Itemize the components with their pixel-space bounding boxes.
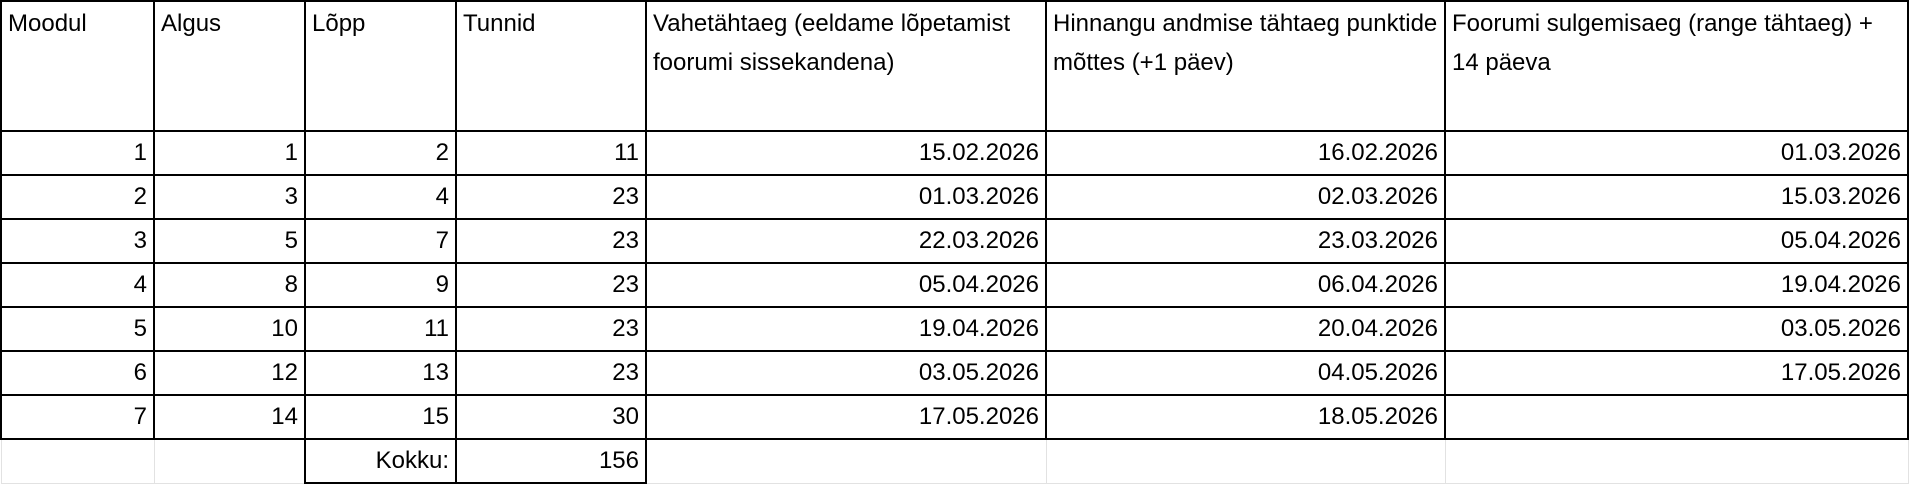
table-row: 5 10 11 23 19.04.2026 20.04.2026 03.05.2026 bbox=[0, 306, 1909, 352]
table-cell[interactable]: 23 bbox=[455, 306, 647, 352]
table-cell[interactable]: 03.05.2026 bbox=[645, 350, 1047, 396]
table-cell[interactable]: 13 bbox=[304, 350, 457, 396]
table-cell[interactable]: 11 bbox=[304, 306, 457, 352]
table-row: 7 14 15 30 17.05.2026 18.05.2026 bbox=[0, 394, 1909, 440]
table-cell[interactable]: 15.02.2026 bbox=[645, 130, 1047, 176]
table-cell[interactable]: 5 bbox=[153, 218, 306, 264]
header-cell-tunnid[interactable]: Tunnid bbox=[455, 0, 647, 132]
empty-cell[interactable] bbox=[1045, 438, 1446, 484]
table-cell[interactable]: 06.04.2026 bbox=[1045, 262, 1446, 308]
table-cell[interactable]: 02.03.2026 bbox=[1045, 174, 1446, 220]
table-cell[interactable]: 6 bbox=[0, 350, 155, 396]
empty-cell[interactable] bbox=[153, 438, 306, 484]
table-row: 3 5 7 23 22.03.2026 23.03.2026 05.04.2026 bbox=[0, 218, 1909, 264]
table-row: 2 3 4 23 01.03.2026 02.03.2026 15.03.2026 bbox=[0, 174, 1909, 220]
empty-cell[interactable] bbox=[645, 438, 1047, 484]
header-cell-hinnangu-tahtaeg[interactable]: Hinnangu andmise tähtaeg punktide mõttes… bbox=[1045, 0, 1446, 132]
table-cell[interactable]: 04.05.2026 bbox=[1045, 350, 1446, 396]
table-cell[interactable]: 20.04.2026 bbox=[1045, 306, 1446, 352]
table-cell[interactable]: 01.03.2026 bbox=[1444, 130, 1909, 176]
table-cell[interactable]: 05.04.2026 bbox=[1444, 218, 1909, 264]
table-cell[interactable]: 7 bbox=[304, 218, 457, 264]
table-cell[interactable]: 16.02.2026 bbox=[1045, 130, 1446, 176]
table-cell[interactable]: 17.05.2026 bbox=[1444, 350, 1909, 396]
total-label[interactable]: Kokku: bbox=[304, 438, 457, 484]
header-cell-vahetahtaeg[interactable]: Vahetähtaeg (eeldame lõpetamist foorumi … bbox=[645, 0, 1047, 132]
table-cell[interactable]: 2 bbox=[0, 174, 155, 220]
table-cell[interactable]: 12 bbox=[153, 350, 306, 396]
table-cell[interactable]: 23.03.2026 bbox=[1045, 218, 1446, 264]
table-cell[interactable] bbox=[1444, 394, 1909, 440]
table-cell[interactable]: 22.03.2026 bbox=[645, 218, 1047, 264]
table-cell[interactable]: 5 bbox=[0, 306, 155, 352]
empty-cell[interactable] bbox=[0, 438, 155, 484]
table-cell[interactable]: 8 bbox=[153, 262, 306, 308]
table-cell[interactable]: 7 bbox=[0, 394, 155, 440]
header-cell-foorumi-sulgemisaeg[interactable]: Foorumi sulgemisaeg (range tähtaeg) + 14… bbox=[1444, 0, 1909, 132]
table-cell[interactable]: 4 bbox=[304, 174, 457, 220]
table-cell[interactable]: 18.05.2026 bbox=[1045, 394, 1446, 440]
table-row: 4 8 9 23 05.04.2026 06.04.2026 19.04.2026 bbox=[0, 262, 1909, 308]
table-cell[interactable]: 19.04.2026 bbox=[645, 306, 1047, 352]
table-cell[interactable]: 9 bbox=[304, 262, 457, 308]
table-cell[interactable]: 23 bbox=[455, 218, 647, 264]
table-cell[interactable]: 14 bbox=[153, 394, 306, 440]
header-cell-moodul[interactable]: Moodul bbox=[0, 0, 155, 132]
table-cell[interactable]: 1 bbox=[153, 130, 306, 176]
table-row: 6 12 13 23 03.05.2026 04.05.2026 17.05.2026 bbox=[0, 350, 1909, 396]
table-row: 1 1 2 11 15.02.2026 16.02.2026 01.03.2026 bbox=[0, 130, 1909, 176]
total-row: Kokku: 156 bbox=[0, 438, 1909, 484]
table-cell[interactable]: 15 bbox=[304, 394, 457, 440]
table-cell[interactable]: 30 bbox=[455, 394, 647, 440]
header-cell-lopp[interactable]: Lõpp bbox=[304, 0, 457, 132]
table-cell[interactable]: 23 bbox=[455, 262, 647, 308]
table-cell[interactable]: 23 bbox=[455, 174, 647, 220]
table-cell[interactable]: 10 bbox=[153, 306, 306, 352]
table-cell[interactable]: 23 bbox=[455, 350, 647, 396]
table-cell[interactable]: 19.04.2026 bbox=[1444, 262, 1909, 308]
table-cell[interactable]: 2 bbox=[304, 130, 457, 176]
table-cell[interactable]: 11 bbox=[455, 130, 647, 176]
total-value[interactable]: 156 bbox=[455, 438, 647, 484]
table-cell[interactable]: 3 bbox=[153, 174, 306, 220]
empty-cell[interactable] bbox=[1444, 438, 1909, 484]
header-row: Moodul Algus Lõpp Tunnid Vahetähtaeg (ee… bbox=[0, 0, 1909, 132]
table-cell[interactable]: 4 bbox=[0, 262, 155, 308]
table-cell[interactable]: 03.05.2026 bbox=[1444, 306, 1909, 352]
table-cell[interactable]: 3 bbox=[0, 218, 155, 264]
table-cell[interactable]: 17.05.2026 bbox=[645, 394, 1047, 440]
table-cell[interactable]: 1 bbox=[0, 130, 155, 176]
table-cell[interactable]: 05.04.2026 bbox=[645, 262, 1047, 308]
table-cell[interactable]: 15.03.2026 bbox=[1444, 174, 1909, 220]
header-cell-algus[interactable]: Algus bbox=[153, 0, 306, 132]
table-cell[interactable]: 01.03.2026 bbox=[645, 174, 1047, 220]
